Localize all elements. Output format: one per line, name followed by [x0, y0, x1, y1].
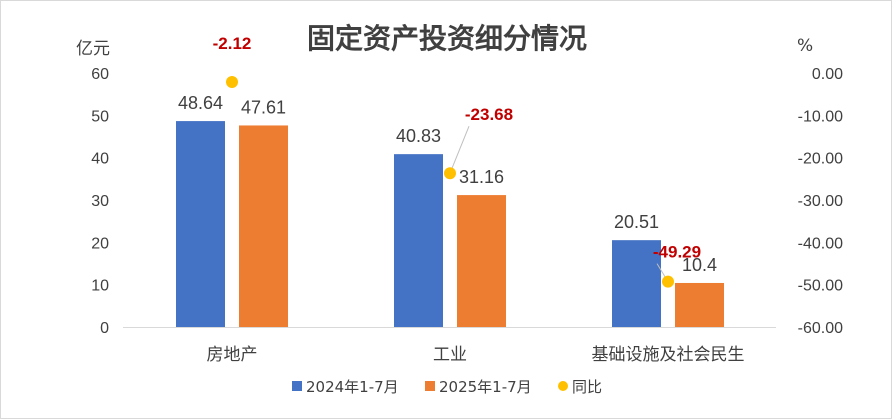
- yoy-point: [444, 167, 456, 180]
- bars-layer: [176, 121, 724, 328]
- bar-value-label: 48.64: [178, 93, 223, 113]
- left-tick-label: 0: [100, 320, 109, 337]
- right-tick-label: -10.00: [798, 108, 843, 125]
- right-tick-label: -50.00: [798, 278, 843, 295]
- bar-value-label: 20.51: [614, 212, 659, 232]
- left-tick-label: 60: [91, 66, 109, 83]
- right-tick-label: -60.00: [798, 320, 843, 337]
- category-labels: 房地产 工业 基础设施及社会民生: [207, 345, 745, 365]
- bar-2025-1: [457, 195, 506, 327]
- category-label: 房地产: [207, 345, 258, 365]
- legend-swatch: [292, 381, 302, 391]
- left-tick-label: 40: [91, 151, 109, 168]
- left-tick-label: 50: [91, 108, 109, 125]
- bar-value-label: 10.4: [682, 255, 717, 275]
- legend-label: 同比: [572, 378, 602, 396]
- left-axis-unit: 亿元: [76, 39, 110, 59]
- left-axis-ticks: 0 10 20 30 40 50 60: [91, 66, 109, 337]
- left-tick-label: 30: [91, 193, 109, 210]
- bar-2025-0: [239, 125, 288, 328]
- legend-label: 2025年1-7月: [439, 378, 532, 396]
- right-tick-label: 0.00: [812, 66, 843, 83]
- bar-value-label: 47.61: [241, 97, 286, 117]
- chart-title: 固定资产投资细分情况: [307, 22, 587, 55]
- yoy-value-label: -49.29: [653, 243, 701, 262]
- right-axis-ticks: 0.00 -10.00 -20.00 -30.00 -40.00 -50.00 -60.00: [798, 66, 843, 337]
- yoy-value-label: -2.12: [213, 34, 252, 53]
- legend-label: 2024年1-7月: [306, 378, 399, 396]
- category-label: 基础设施及社会民生: [592, 345, 745, 365]
- legend-swatch: [558, 381, 568, 391]
- yoy-point: [662, 275, 674, 288]
- legend-swatch: [425, 381, 435, 391]
- bar-value-label: 40.83: [396, 126, 441, 146]
- category-label: 工业: [433, 345, 467, 365]
- bar-2024-1: [394, 154, 443, 327]
- yoy-leader-line: [449, 126, 470, 174]
- right-tick-label: -30.00: [798, 193, 843, 210]
- right-tick-label: -20.00: [798, 151, 843, 168]
- yoy-value-label: -23.68: [465, 105, 513, 124]
- bar-value-label: 31.16: [459, 167, 504, 187]
- left-tick-label: 20: [91, 235, 109, 252]
- bar-2025-2: [675, 282, 724, 327]
- bar-2024-0: [176, 121, 225, 327]
- right-tick-label: -40.00: [798, 235, 843, 252]
- right-axis-unit: %: [797, 36, 813, 56]
- legend: 2024年1-7月 2025年1-7月 同比: [292, 378, 602, 396]
- left-tick-label: 10: [91, 278, 109, 295]
- labels-layer: 48.64 40.83 20.51 47.61 31.16 10.4 -2.12 -23.68…: [178, 34, 717, 275]
- yoy-points-layer: [226, 75, 674, 288]
- bar-2024-2: [612, 240, 661, 327]
- yoy-point: [226, 75, 238, 88]
